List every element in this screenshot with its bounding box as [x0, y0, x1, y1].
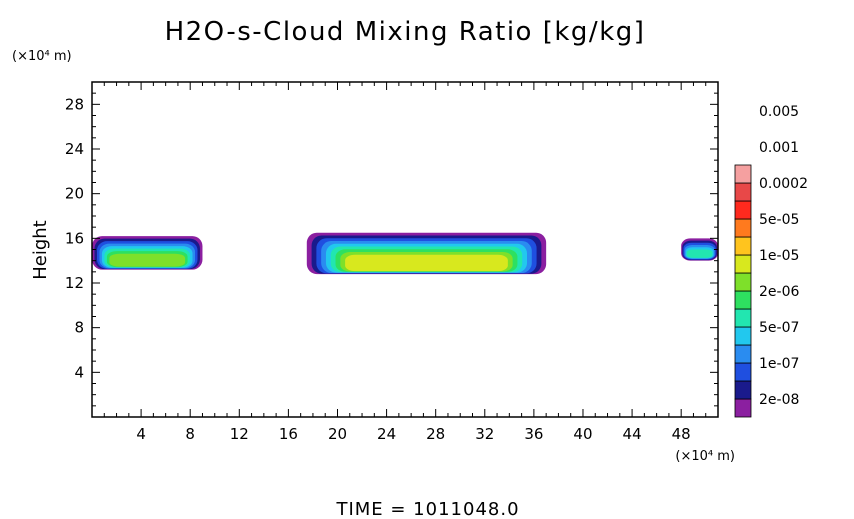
cloud-contour-layer: [109, 253, 186, 267]
y-tick-label: 8: [74, 319, 84, 337]
x-tick-label: 28: [426, 425, 445, 443]
x-tick-label: 48: [672, 425, 691, 443]
colorbar-label: 2e-08: [759, 392, 799, 408]
colorbar-swatch: [734, 236, 752, 256]
x-axis-unit: (×10⁴ m): [675, 449, 735, 464]
y-tick-label: 24: [65, 140, 84, 158]
colorbar-label: 0.001: [759, 140, 799, 156]
time-footer: TIME = 1011048.0: [335, 499, 519, 519]
colorbar-swatch: [734, 164, 752, 184]
x-tick-label: 8: [185, 425, 195, 443]
colorbar-label: 2e-06: [759, 284, 799, 300]
colorbar-label: 0.005: [759, 104, 799, 120]
y-tick-label: 28: [65, 95, 84, 113]
y-tick-label: 16: [65, 229, 84, 247]
colorbar-swatch: [734, 290, 752, 310]
x-tick-label: 36: [524, 425, 543, 443]
colorbar-swatch: [734, 182, 752, 202]
colorbar-label: 0.0002: [759, 176, 808, 192]
x-tick-label: 12: [230, 425, 249, 443]
y-axis-label: Height: [30, 220, 51, 280]
colorbar-swatch: [734, 218, 752, 238]
colorbar-label: 1e-07: [759, 356, 799, 372]
colorbar-swatch: [734, 398, 752, 418]
colorbar-swatch: [734, 326, 752, 346]
cloud-contour-layer: [345, 254, 508, 272]
colorbar-label: 1e-05: [759, 248, 799, 264]
colorbar-swatch: [734, 254, 752, 274]
cloud-field: [92, 232, 718, 275]
colorbar: 2e-08 1e-07 5e-07 2e-06 1e-05 5e-05 0.0002 0.00…: [734, 104, 808, 418]
colorbar-swatch: [734, 308, 752, 328]
y-tick-label: 12: [65, 274, 84, 292]
cloud-contour-layer: [686, 249, 713, 258]
colorbar-swatch: [734, 380, 752, 400]
colorbar-label: 5e-05: [759, 212, 799, 228]
chart-title: H2O-s-Cloud Mixing Ratio [kg/kg]: [165, 17, 646, 47]
x-tick-label: 4: [136, 425, 146, 443]
x-tick-label: 24: [377, 425, 396, 443]
colorbar-swatch: [734, 272, 752, 292]
colorbar-swatch: [734, 362, 752, 382]
x-tick-label: 44: [623, 425, 642, 443]
x-tick-label: 16: [279, 425, 298, 443]
colorbar-swatch: [734, 344, 752, 364]
colorbar-label: 5e-07: [759, 320, 799, 336]
y-tick-label: 20: [65, 185, 84, 203]
y-axis-unit: (×10⁴ m): [12, 49, 72, 64]
colorbar-swatch: [734, 200, 752, 220]
x-tick-label: 40: [573, 425, 592, 443]
x-tick-label: 32: [475, 425, 494, 443]
y-tick-label: 4: [74, 363, 84, 381]
x-tick-label: 20: [328, 425, 347, 443]
